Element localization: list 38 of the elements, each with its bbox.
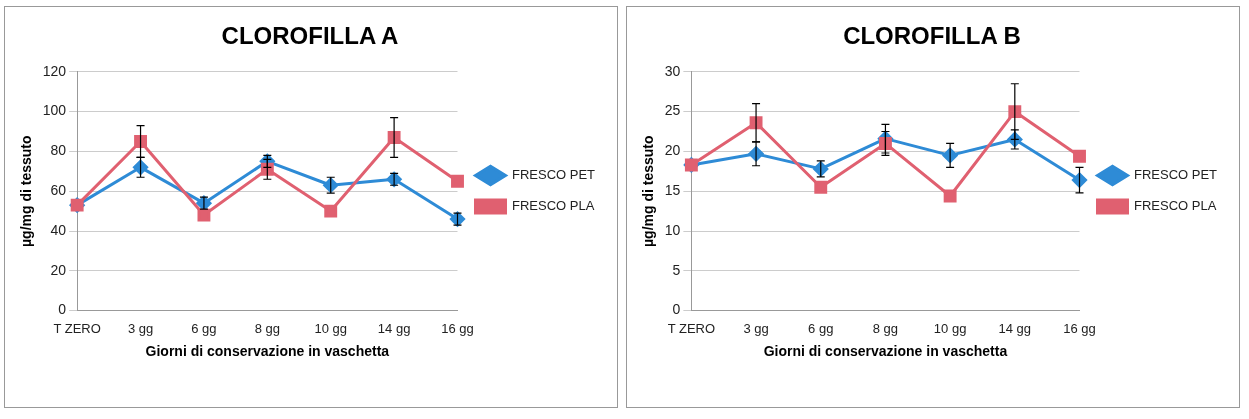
y-tick-label: 25 [664,102,681,119]
x-tick-label: 16 gg [1063,320,1096,336]
x-tick-label: 8 gg [872,320,899,336]
legend-label: FRESCO PET [1134,167,1218,183]
x-tick-label: 14 gg [998,320,1032,336]
y-tick-label: 20 [50,261,67,278]
y-tick-label: 0 [672,301,681,318]
x-tick-label: 3 gg [127,320,154,336]
legend-label: FRESCO PLA [1134,198,1217,214]
y-tick-label: 0 [58,301,67,318]
y-tick-label: 40 [50,221,67,238]
x-tick-label: 3 gg [743,320,769,336]
y-axis-title: µg/mg di tessuto [18,135,35,247]
chart-title: CLOROFILLA A [221,22,399,50]
x-tick-label: 6 gg [808,320,834,336]
y-tick-label: 15 [664,182,681,199]
x-tick-label: T ZERO [667,320,716,336]
y-tick-label: 5 [672,261,681,278]
x-tick-label: 14 gg [377,320,411,336]
x-tick-label: 6 gg [191,320,217,336]
x-axis-title: Giorni di conservazione in vaschetta [145,343,390,360]
y-tick-label: 60 [50,182,67,199]
y-tick-label: 30 [664,62,681,79]
x-tick-label: 10 gg [933,320,967,336]
y-tick-label: 100 [42,102,67,119]
chart-title: CLOROFILLA B [843,22,1021,50]
x-tick-label: 8 gg [254,320,280,336]
y-tick-label: 20 [664,142,681,159]
legend-label: FRESCO PLA [512,198,595,214]
y-axis-title: µg/mg di tessuto [640,135,657,247]
x-axis-title: Giorni di conservazione in vaschetta [763,343,1008,360]
y-tick-label: 10 [664,221,681,238]
x-tick-label: 16 gg [441,320,474,336]
y-tick-label: 80 [50,142,67,159]
legend-label: FRESCO PET [512,167,596,183]
y-tick-label: 120 [42,62,67,79]
x-tick-label: 10 gg [314,320,347,336]
x-tick-label: T ZERO [53,320,101,336]
